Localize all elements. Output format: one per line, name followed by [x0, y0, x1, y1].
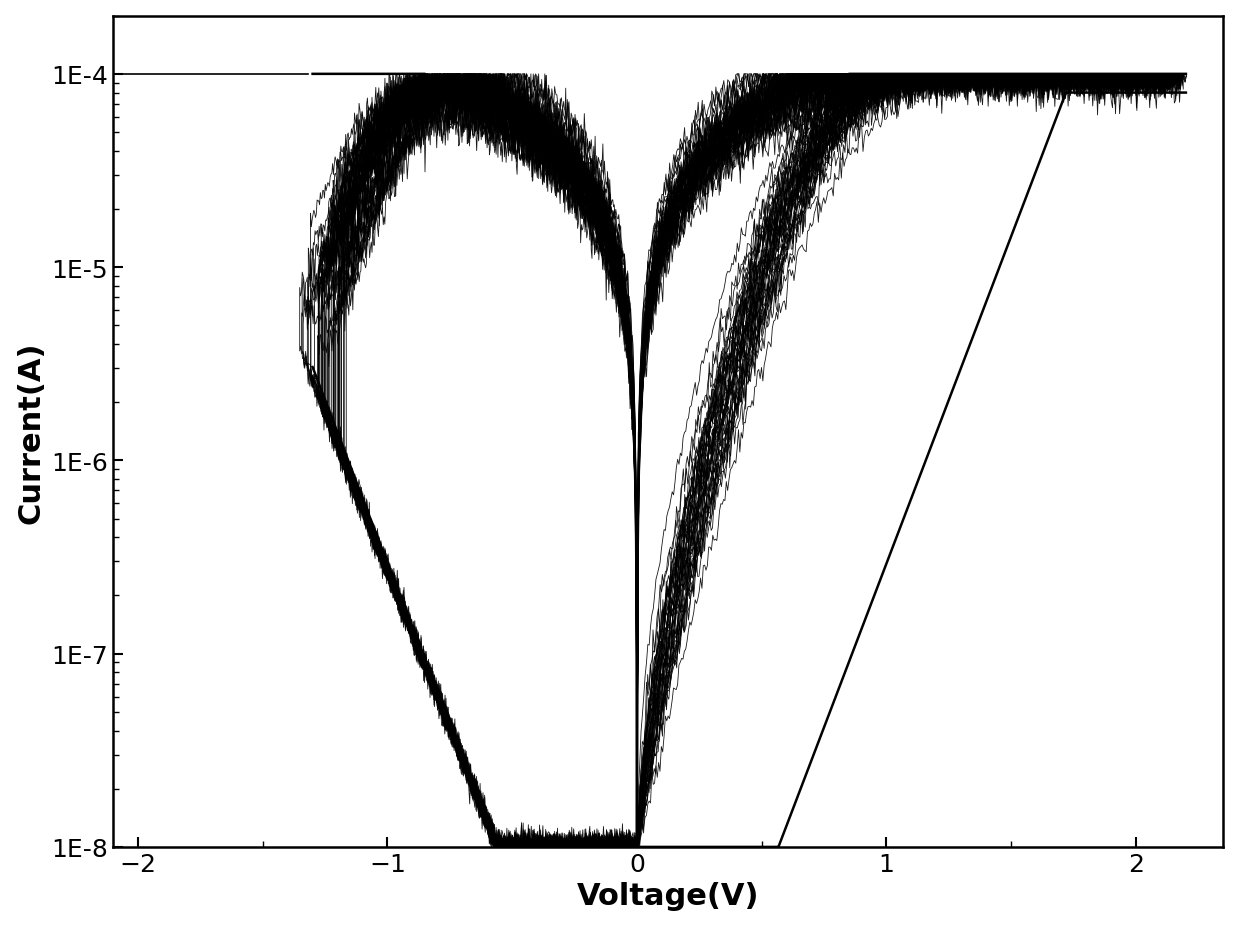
Y-axis label: Current(A): Current(A) [16, 341, 46, 523]
X-axis label: Voltage(V): Voltage(V) [577, 882, 759, 910]
